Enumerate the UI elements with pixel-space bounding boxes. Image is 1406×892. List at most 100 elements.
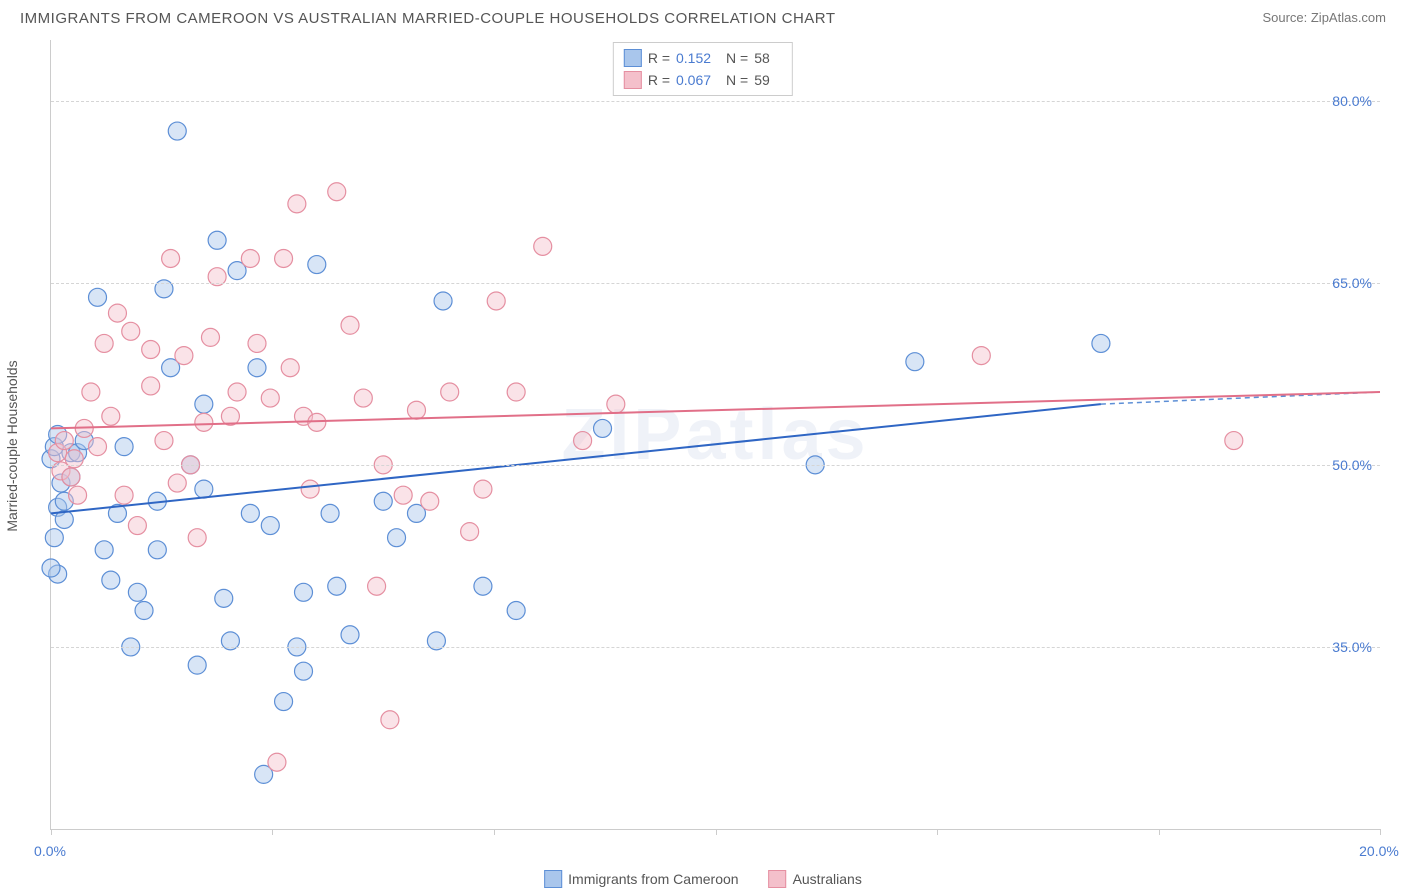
data-point [122, 322, 140, 340]
data-point [308, 413, 326, 431]
data-point [135, 602, 153, 620]
data-point [507, 602, 525, 620]
data-point [308, 256, 326, 274]
legend-swatch [624, 49, 642, 67]
data-point [474, 577, 492, 595]
x-tick [937, 829, 938, 835]
stats-row: R = 0.152 N = 58 [624, 47, 782, 69]
n-value: 58 [754, 50, 782, 66]
data-point [1225, 432, 1243, 450]
y-tick-label: 65.0% [1332, 275, 1372, 291]
data-point [45, 529, 63, 547]
x-tick [1380, 829, 1381, 835]
legend-item: Australians [769, 870, 862, 888]
data-point [102, 407, 120, 425]
r-label: R = [648, 50, 670, 66]
legend-label: Australians [793, 871, 862, 887]
data-point [906, 353, 924, 371]
data-point [394, 486, 412, 504]
x-tick [494, 829, 495, 835]
data-point [162, 249, 180, 267]
data-point [434, 292, 452, 310]
data-point [188, 529, 206, 547]
data-point [354, 389, 372, 407]
n-value: 59 [754, 72, 782, 88]
legend-label: Immigrants from Cameroon [568, 871, 738, 887]
data-point [281, 359, 299, 377]
source-label: Source: ZipAtlas.com [1262, 10, 1386, 25]
y-tick-label: 80.0% [1332, 93, 1372, 109]
data-point [42, 559, 60, 577]
data-point [421, 492, 439, 510]
stats-box: R = 0.152 N = 58 R = 0.067 N = 59 [613, 42, 793, 96]
data-point [275, 693, 293, 711]
chart-title: IMMIGRANTS FROM CAMEROON VS AUSTRALIAN M… [20, 10, 836, 27]
data-point [228, 383, 246, 401]
data-point [195, 480, 213, 498]
gridline [51, 101, 1380, 102]
data-point [155, 432, 173, 450]
data-point [148, 541, 166, 559]
data-point [295, 662, 313, 680]
x-tick-label: 0.0% [34, 843, 66, 859]
data-point [102, 571, 120, 589]
legend-item: Immigrants from Cameroon [544, 870, 738, 888]
data-point [142, 377, 160, 395]
data-point [275, 249, 293, 267]
data-point [128, 517, 146, 535]
data-point [328, 183, 346, 201]
data-point [594, 419, 612, 437]
data-point [441, 383, 459, 401]
gridline [51, 647, 1380, 648]
data-point [288, 195, 306, 213]
data-point [388, 529, 406, 547]
n-label: N = [726, 50, 748, 66]
legend-swatch [624, 71, 642, 89]
stats-row: R = 0.067 N = 59 [624, 69, 782, 91]
data-point [142, 341, 160, 359]
data-point [534, 237, 552, 255]
x-tick [1159, 829, 1160, 835]
data-point [607, 395, 625, 413]
r-label: R = [648, 72, 670, 88]
data-point [55, 432, 73, 450]
legend-swatch [769, 870, 787, 888]
data-point [328, 577, 346, 595]
y-tick-label: 35.0% [1332, 639, 1372, 655]
y-axis-label: Married-couple Households [4, 360, 20, 531]
source-prefix: Source: [1262, 10, 1310, 25]
data-point [461, 523, 479, 541]
data-point [301, 480, 319, 498]
data-point [115, 486, 133, 504]
data-point [89, 288, 107, 306]
n-label: N = [726, 72, 748, 88]
data-point [188, 656, 206, 674]
data-point [241, 249, 259, 267]
data-point [241, 504, 259, 522]
x-tick [51, 829, 52, 835]
data-point [295, 583, 313, 601]
data-point [972, 347, 990, 365]
source-name: ZipAtlas.com [1311, 10, 1386, 25]
data-point [208, 231, 226, 249]
r-value: 0.152 [676, 50, 720, 66]
data-point [341, 316, 359, 334]
data-point [69, 486, 87, 504]
gridline [51, 283, 1380, 284]
data-point [82, 383, 100, 401]
data-point [261, 517, 279, 535]
data-point [381, 711, 399, 729]
y-tick-label: 50.0% [1332, 457, 1372, 473]
data-point [574, 432, 592, 450]
data-point [368, 577, 386, 595]
x-tick [716, 829, 717, 835]
data-point [321, 504, 339, 522]
x-tick [272, 829, 273, 835]
data-point [248, 334, 266, 352]
data-point [201, 328, 219, 346]
data-point [407, 401, 425, 419]
data-point [1092, 334, 1110, 352]
data-point [62, 468, 80, 486]
r-value: 0.067 [676, 72, 720, 88]
data-point [341, 626, 359, 644]
